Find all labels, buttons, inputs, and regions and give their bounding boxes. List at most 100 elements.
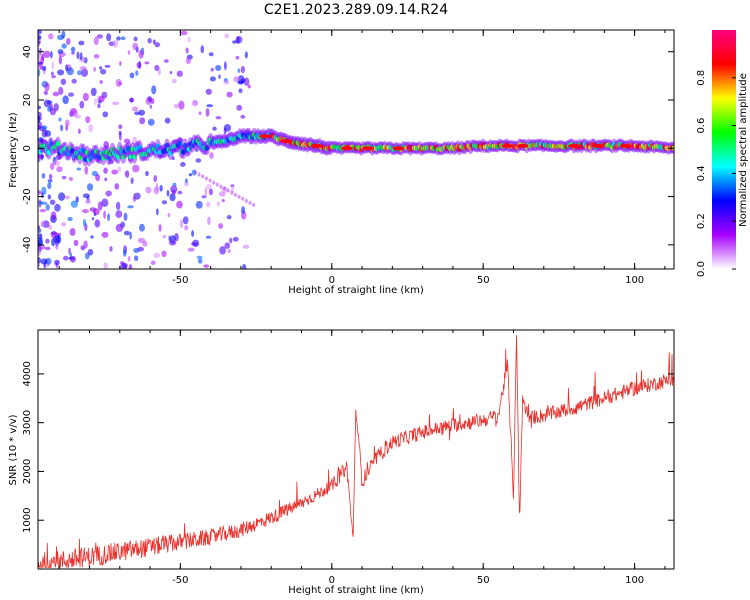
spectrogram-noise-cell	[97, 103, 101, 109]
spectrogram-ridge-cell	[121, 154, 126, 160]
spectrogram-noise-cell	[196, 255, 203, 259]
spectrogram-noise-cell	[204, 187, 208, 196]
spectrogram-noise-cell	[208, 178, 212, 183]
spectrogram-noise-cell	[233, 76, 240, 83]
spectrogram-noise-cell	[117, 166, 122, 173]
spectrogram-noise-cell	[103, 210, 107, 219]
spectrogram-noise-cell	[131, 106, 139, 112]
spectrogram-noise-cell	[128, 263, 133, 269]
spectrogram-noise-cell	[158, 223, 162, 232]
spectrogram-noise-cell	[159, 185, 163, 192]
spectrogram-peak-cell	[592, 143, 605, 148]
spectrogram-noise-cell	[68, 92, 74, 97]
spectrogram-noise-cell	[153, 175, 158, 183]
spectrogram-noise-cell	[138, 109, 146, 116]
spectrogram-noise-cell	[41, 129, 48, 138]
colorbar-tick-label: 0.2	[696, 213, 707, 229]
spectrogram-noise-cell	[60, 78, 67, 85]
spectrogram-noise-cell	[184, 225, 189, 231]
spectrogram-ridge-cell	[93, 149, 99, 155]
spectrogram-noise-cell	[50, 211, 57, 220]
spectrogram-noise-cell	[93, 67, 97, 72]
spectrogram-noise-cell	[243, 77, 250, 86]
snr-x-tick-label: 100	[625, 575, 644, 586]
spectrogram-ridge-cell	[186, 146, 192, 152]
spectrogram-noise-cell	[49, 199, 56, 205]
spectrogram-noise-cell	[93, 36, 99, 46]
spectrogram-noise-cell	[187, 247, 195, 252]
spectrogram-ridge-cell	[84, 150, 90, 156]
spectrogram-noise-cell	[153, 252, 161, 259]
spectrogram-noise-cell	[123, 212, 128, 222]
spectrogram-noise-cell	[248, 200, 252, 205]
spectrogram-noise-cell	[61, 175, 67, 180]
spectrogram-noise-cell	[195, 158, 202, 163]
spectrogram-ridge-cell	[108, 151, 113, 157]
spectrogram-noise-cell	[123, 230, 130, 236]
spectrogram-noise-cell	[76, 51, 80, 60]
spectrogram-noise-cell	[195, 200, 203, 209]
spectrogram-noise-cell	[167, 212, 171, 218]
spectrogram-noise-cell	[94, 98, 98, 106]
spectrogram-noise-cell	[55, 244, 59, 250]
spectrogram-noise-cell	[205, 88, 212, 95]
spectrogram-noise-cell	[201, 174, 205, 179]
spectrogram-noise-cell	[38, 40, 41, 45]
spectrogram-noise-cell	[38, 250, 41, 256]
spectrogram-noise-cell	[43, 99, 51, 108]
spectrogram-noise-cell	[74, 114, 81, 119]
snr-frame	[37, 329, 675, 570]
spectrogram-noise-cell	[68, 247, 71, 255]
spectrogram-noise-cell	[231, 185, 235, 193]
spectrogram-ridge-cell	[155, 143, 161, 149]
spectrogram-noise-cell	[76, 167, 82, 171]
colorbar-tick-label: 0.6	[696, 118, 707, 134]
spectrogram-noise-cell	[104, 177, 108, 182]
spectrogram-ridge-cell	[181, 149, 186, 155]
spectrogram-noise-cell	[244, 51, 248, 59]
spectrogram-noise-cell	[232, 236, 239, 242]
spectrogram-noise-cell	[49, 162, 55, 171]
spectrogram-noise-cell	[227, 249, 231, 253]
spectrogram-noise-cell	[212, 126, 217, 131]
spectrogram-noise-cell	[81, 68, 89, 77]
spectrogram-noise-cell	[54, 259, 60, 266]
spectrogram-noise-cell	[120, 36, 126, 41]
spectrogram-y-tick-label: -40	[22, 237, 33, 253]
spectrogram-noise-cell	[103, 167, 108, 174]
spectrogram-noise-cell	[128, 97, 135, 103]
spectrogram-noise-cell	[132, 164, 140, 173]
spectrogram-noise-cell	[61, 43, 67, 49]
spectrogram-noise-cell	[226, 91, 233, 98]
spectrogram-noise-cell	[38, 61, 44, 65]
spectrogram-noise-cell	[93, 54, 100, 59]
spectrogram-noise-cell	[185, 47, 189, 54]
spectrogram-ridge-cell	[70, 148, 75, 154]
spectrogram-noise-cell	[58, 117, 62, 122]
spectrogram-noise-cell	[59, 124, 64, 132]
spectrogram-noise-cell	[198, 111, 202, 116]
spectrogram-noise-cell	[178, 137, 184, 142]
spectrogram-noise-cell	[244, 198, 248, 203]
spectrogram-noise-cell	[188, 173, 193, 177]
spectrogram-noise-cell	[38, 115, 41, 124]
spectrogram-ridge-cell	[48, 141, 53, 147]
spectrogram-ridge-cell	[83, 156, 88, 162]
spectrogram-noise-cell	[38, 154, 41, 163]
spectrogram-noise-cell	[62, 95, 69, 105]
spectrogram-noise-cell	[109, 246, 113, 252]
spectrogram-peak-cell	[568, 143, 581, 148]
spectrogram-noise-cell	[40, 220, 45, 228]
colorbar: 0.0 0.2 0.4 0.6 0.8 Normalized spectral ampl…	[696, 30, 749, 277]
spectrogram-noise-cell	[101, 198, 109, 208]
spectrogram-noise-cell	[40, 258, 48, 265]
spectrogram-noise-cell	[201, 195, 207, 199]
spectrogram-y-tick-label: 20	[22, 94, 33, 107]
spectrogram-noise-cell	[221, 199, 225, 203]
spectrogram-peak-cell	[392, 146, 405, 151]
spectrogram-noise-cell	[209, 76, 216, 82]
spectrogram-noise-cell	[84, 199, 92, 204]
spectrogram-noise-cell	[182, 216, 189, 225]
spectrogram-noise-cell	[252, 202, 256, 207]
spectrogram-noise-cell	[127, 50, 131, 55]
